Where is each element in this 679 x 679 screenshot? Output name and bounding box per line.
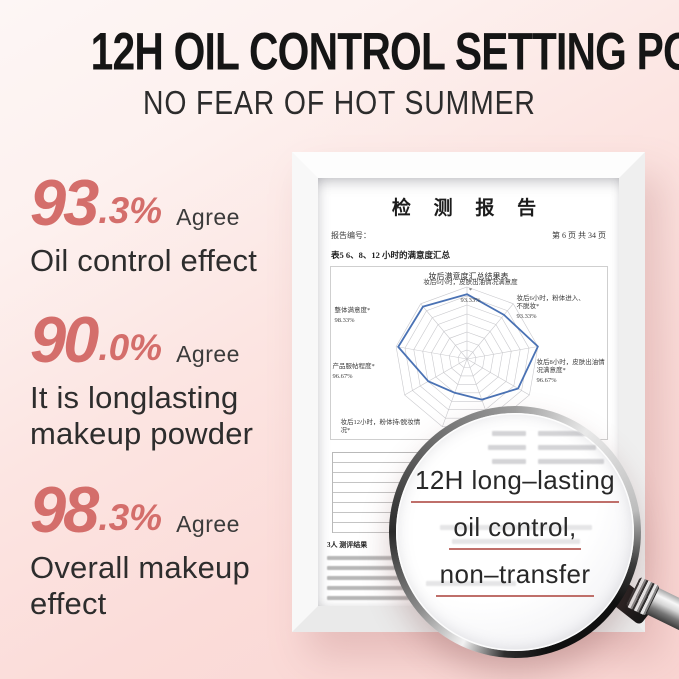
subtitle-row: NO FEAR OF HOT SUMMER <box>0 84 679 122</box>
stat-number: 93.3% Agree <box>30 170 257 235</box>
page-subtitle: NO FEAR OF HOT SUMMER <box>143 83 536 122</box>
page-title: 12H OIL CONTROL SETTING POWDER <box>90 21 679 82</box>
report-meta-row: 报告编号： 第 6 页 共 34 页 <box>331 230 606 241</box>
stat-label: Overall makeup effect <box>30 550 250 621</box>
report-title: 检 测 报 告 <box>391 198 546 219</box>
magnifier-line-2: oil control, <box>449 512 581 550</box>
stat-value-int: 93 <box>30 166 99 239</box>
radar-label-left: 产品服帖程度* 96.67% <box>332 363 375 381</box>
magnifier-line-1: 12H long–lasting <box>410 465 620 503</box>
stat-oil-control: 93.3% Agree Oil control effect <box>30 170 257 279</box>
stat-value-int: 90 <box>30 303 99 376</box>
stat-overall-effect: 98.3% Agree Overall makeup effect <box>30 477 275 622</box>
header: 12H OIL CONTROL SETTING POWDER <box>0 22 679 81</box>
radar-label-lower-left: 妆后12小时，粉体持/脱妆情况* <box>340 419 421 435</box>
radar-chart-title: 妆后满意度汇总结果表 <box>428 272 509 281</box>
report-section-line: 表5 6、8、12 小时的满意度汇总 <box>331 250 451 260</box>
agree-label: Agree <box>176 511 240 537</box>
stat-label: Oil control effect <box>30 243 258 278</box>
radar-label-top: 妆后6小时，皮肤出油情况满意度* 93.33% <box>423 279 518 305</box>
agree-label: Agree <box>176 204 240 230</box>
stat-value-dec: .3% <box>98 497 163 538</box>
stat-number: 98.3% Agree <box>30 477 275 542</box>
magnifier-line-3: non–transfer <box>435 559 595 597</box>
magnifier-glass: 12H long–lasting oil control, non–transf… <box>396 413 634 651</box>
report-paragraph-heading: 3人 测评结果 <box>327 541 368 549</box>
stat-value-dec: .3% <box>98 190 163 231</box>
magnifier-text: 12H long–lasting oil control, non–transf… <box>396 465 634 597</box>
stat-label: It is longlasting makeup powder <box>30 380 254 451</box>
report-number-label: 报告编号： <box>331 231 371 240</box>
agree-label: Agree <box>176 341 240 367</box>
report-page-info: 第 6 页 共 34 页 <box>552 231 606 240</box>
radar-label-upper-right: 妆后6小时，粉体进入、不脱妆* 93.33% <box>516 295 585 321</box>
stat-number: 90.0% Agree <box>30 307 285 372</box>
stat-value-int: 98 <box>30 473 99 546</box>
stat-value-dec: .0% <box>98 327 163 368</box>
blurred-table-cell <box>492 431 526 436</box>
radar-label-right: 妆后8小时，皮肤出油情况满意度* 96.67% <box>536 359 605 385</box>
stat-longlasting: 90.0% Agree It is longlasting makeup powd… <box>30 307 285 452</box>
radar-label-upper-left: 整体满意度* 98.33% <box>334 307 371 325</box>
radar-chart <box>395 286 539 427</box>
magnifier-lens: 12H long–lasting oil control, non–transf… <box>389 406 641 658</box>
